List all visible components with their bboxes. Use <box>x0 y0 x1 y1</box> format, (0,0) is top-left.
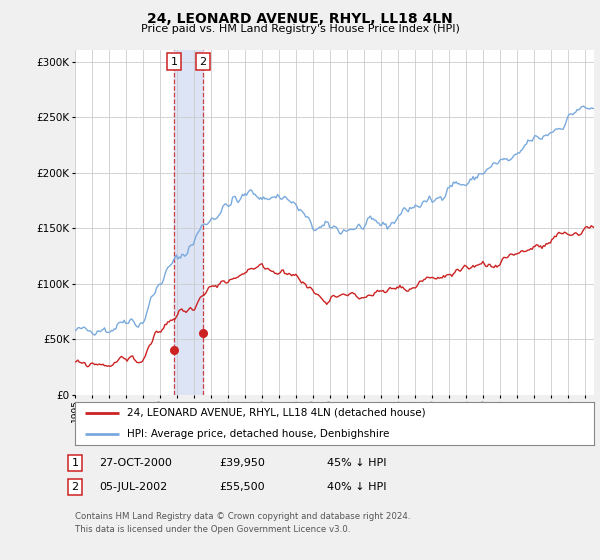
Text: £55,500: £55,500 <box>219 482 265 492</box>
Text: 24, LEONARD AVENUE, RHYL, LL18 4LN: 24, LEONARD AVENUE, RHYL, LL18 4LN <box>147 12 453 26</box>
Text: 05-JUL-2002: 05-JUL-2002 <box>99 482 167 492</box>
Bar <box>174 50 203 395</box>
Text: Contains HM Land Registry data © Crown copyright and database right 2024.
This d: Contains HM Land Registry data © Crown c… <box>75 512 410 534</box>
Text: 2: 2 <box>199 57 206 67</box>
Text: 40% ↓ HPI: 40% ↓ HPI <box>327 482 386 492</box>
Text: £39,950: £39,950 <box>219 458 265 468</box>
Text: HPI: Average price, detached house, Denbighshire: HPI: Average price, detached house, Denb… <box>127 430 389 440</box>
Text: 1: 1 <box>71 458 79 468</box>
Text: Price paid vs. HM Land Registry's House Price Index (HPI): Price paid vs. HM Land Registry's House … <box>140 24 460 34</box>
Text: 2: 2 <box>71 482 79 492</box>
Text: 24, LEONARD AVENUE, RHYL, LL18 4LN (detached house): 24, LEONARD AVENUE, RHYL, LL18 4LN (deta… <box>127 408 425 418</box>
Text: 1: 1 <box>171 57 178 67</box>
Text: 45% ↓ HPI: 45% ↓ HPI <box>327 458 386 468</box>
Text: 27-OCT-2000: 27-OCT-2000 <box>99 458 172 468</box>
